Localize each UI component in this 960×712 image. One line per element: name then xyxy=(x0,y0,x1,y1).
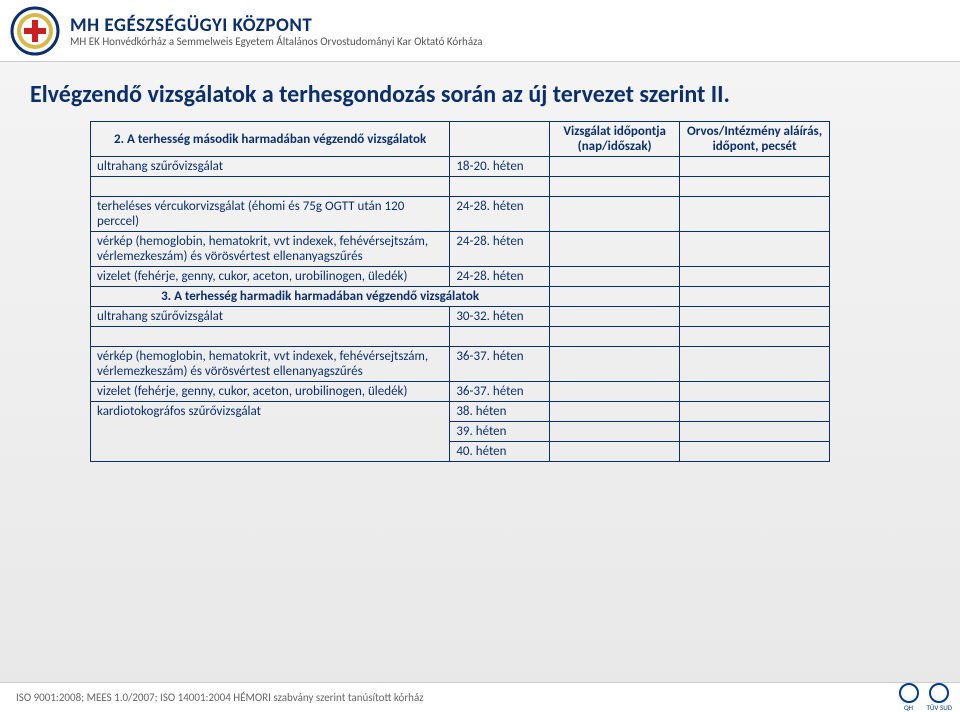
tuv-badge-icon: TÜV SUD xyxy=(927,683,952,712)
table-row: vizelet (fehérje, genny, cukor, aceton, … xyxy=(91,267,830,287)
org-secondary-name: MH EK Honvédkórház a Semmelweis Egyetem … xyxy=(70,35,483,48)
table-row: terheléses vércukorvizsgálat (éhomi és 7… xyxy=(91,197,830,232)
time-cell: 24-28. héten xyxy=(450,197,550,232)
table-gap-row xyxy=(91,177,830,197)
exam-cell: vérkép (hemoglobin, hematokrit, vvt inde… xyxy=(91,232,450,267)
exam-cell: vizelet (fehérje, genny, cukor, aceton, … xyxy=(91,267,450,287)
qh-badge-icon: QH xyxy=(899,683,919,712)
page-footer: ISO 9001:2008; MEES 1.0/2007; ISO 14001:… xyxy=(0,682,960,712)
org-logo-icon xyxy=(10,6,60,56)
exam-cell: kardiotokográfos szűrővizsgálat xyxy=(91,402,450,462)
org-primary-name: MH EGÉSZSÉGÜGYI KÖZPONT xyxy=(70,14,483,37)
exam-cell: vizelet (fehérje, genny, cukor, aceton, … xyxy=(91,382,450,402)
table-row: vérkép (hemoglobin, hematokrit, vvt inde… xyxy=(91,347,830,382)
table-row: vérkép (hemoglobin, hematokrit, vvt inde… xyxy=(91,232,830,267)
table-row: ultrahang szűrővizsgálat 18-20. héten xyxy=(91,157,830,177)
time-cell: 30-32. héten xyxy=(450,307,550,327)
time-cell: 40. héten xyxy=(450,442,550,462)
table-gap-row xyxy=(91,327,830,347)
table-row: kardiotokográfos szűrővizsgálat 38. héte… xyxy=(91,402,830,422)
table-row: ultrahang szűrővizsgálat 30-32. héten xyxy=(91,307,830,327)
org-header: MH EGÉSZSÉGÜGYI KÖZPONT MH EK Honvédkórh… xyxy=(0,0,960,62)
time-cell: 18-20. héten xyxy=(450,157,550,177)
exam-cell: terheléses vércukorvizsgálat (éhomi és 7… xyxy=(91,197,450,232)
column-sign-header: Orvos/Intézmény aláírás, időpont, pecsét xyxy=(680,122,830,157)
time-cell: 38. héten xyxy=(450,402,550,422)
time-cell: 24-28. héten xyxy=(450,232,550,267)
exam-cell: vérkép (hemoglobin, hematokrit, vvt inde… xyxy=(91,347,450,382)
table-row: vizelet (fehérje, genny, cukor, aceton, … xyxy=(91,382,830,402)
exam-cell: ultrahang szűrővizsgálat xyxy=(91,307,450,327)
time-cell: 36-37. héten xyxy=(450,382,550,402)
time-cell: 36-37. héten xyxy=(450,347,550,382)
exam-table-wrap: 2. A terhesség második harmadában végzen… xyxy=(90,121,830,462)
time-cell: 24-28. héten xyxy=(450,267,550,287)
footer-text: ISO 9001:2008; MEES 1.0/2007; ISO 14001:… xyxy=(16,691,424,704)
section-3-header: 3. A terhesség harmadik harmadában végze… xyxy=(91,287,550,307)
exam-table: 2. A terhesség második harmadában végzen… xyxy=(90,121,830,462)
page-title: Elvégzendő vizsgálatok a terhesgondozás … xyxy=(30,80,960,109)
time-cell: 39. héten xyxy=(450,422,550,442)
section-2-header: 2. A terhesség második harmadában végzen… xyxy=(91,122,450,157)
section-3-row: 3. A terhesség harmadik harmadában végze… xyxy=(91,287,830,307)
exam-cell: ultrahang szűrővizsgálat xyxy=(91,157,450,177)
column-visit-header: Vizsgálat időpontja (nap/időszak) xyxy=(550,122,680,157)
